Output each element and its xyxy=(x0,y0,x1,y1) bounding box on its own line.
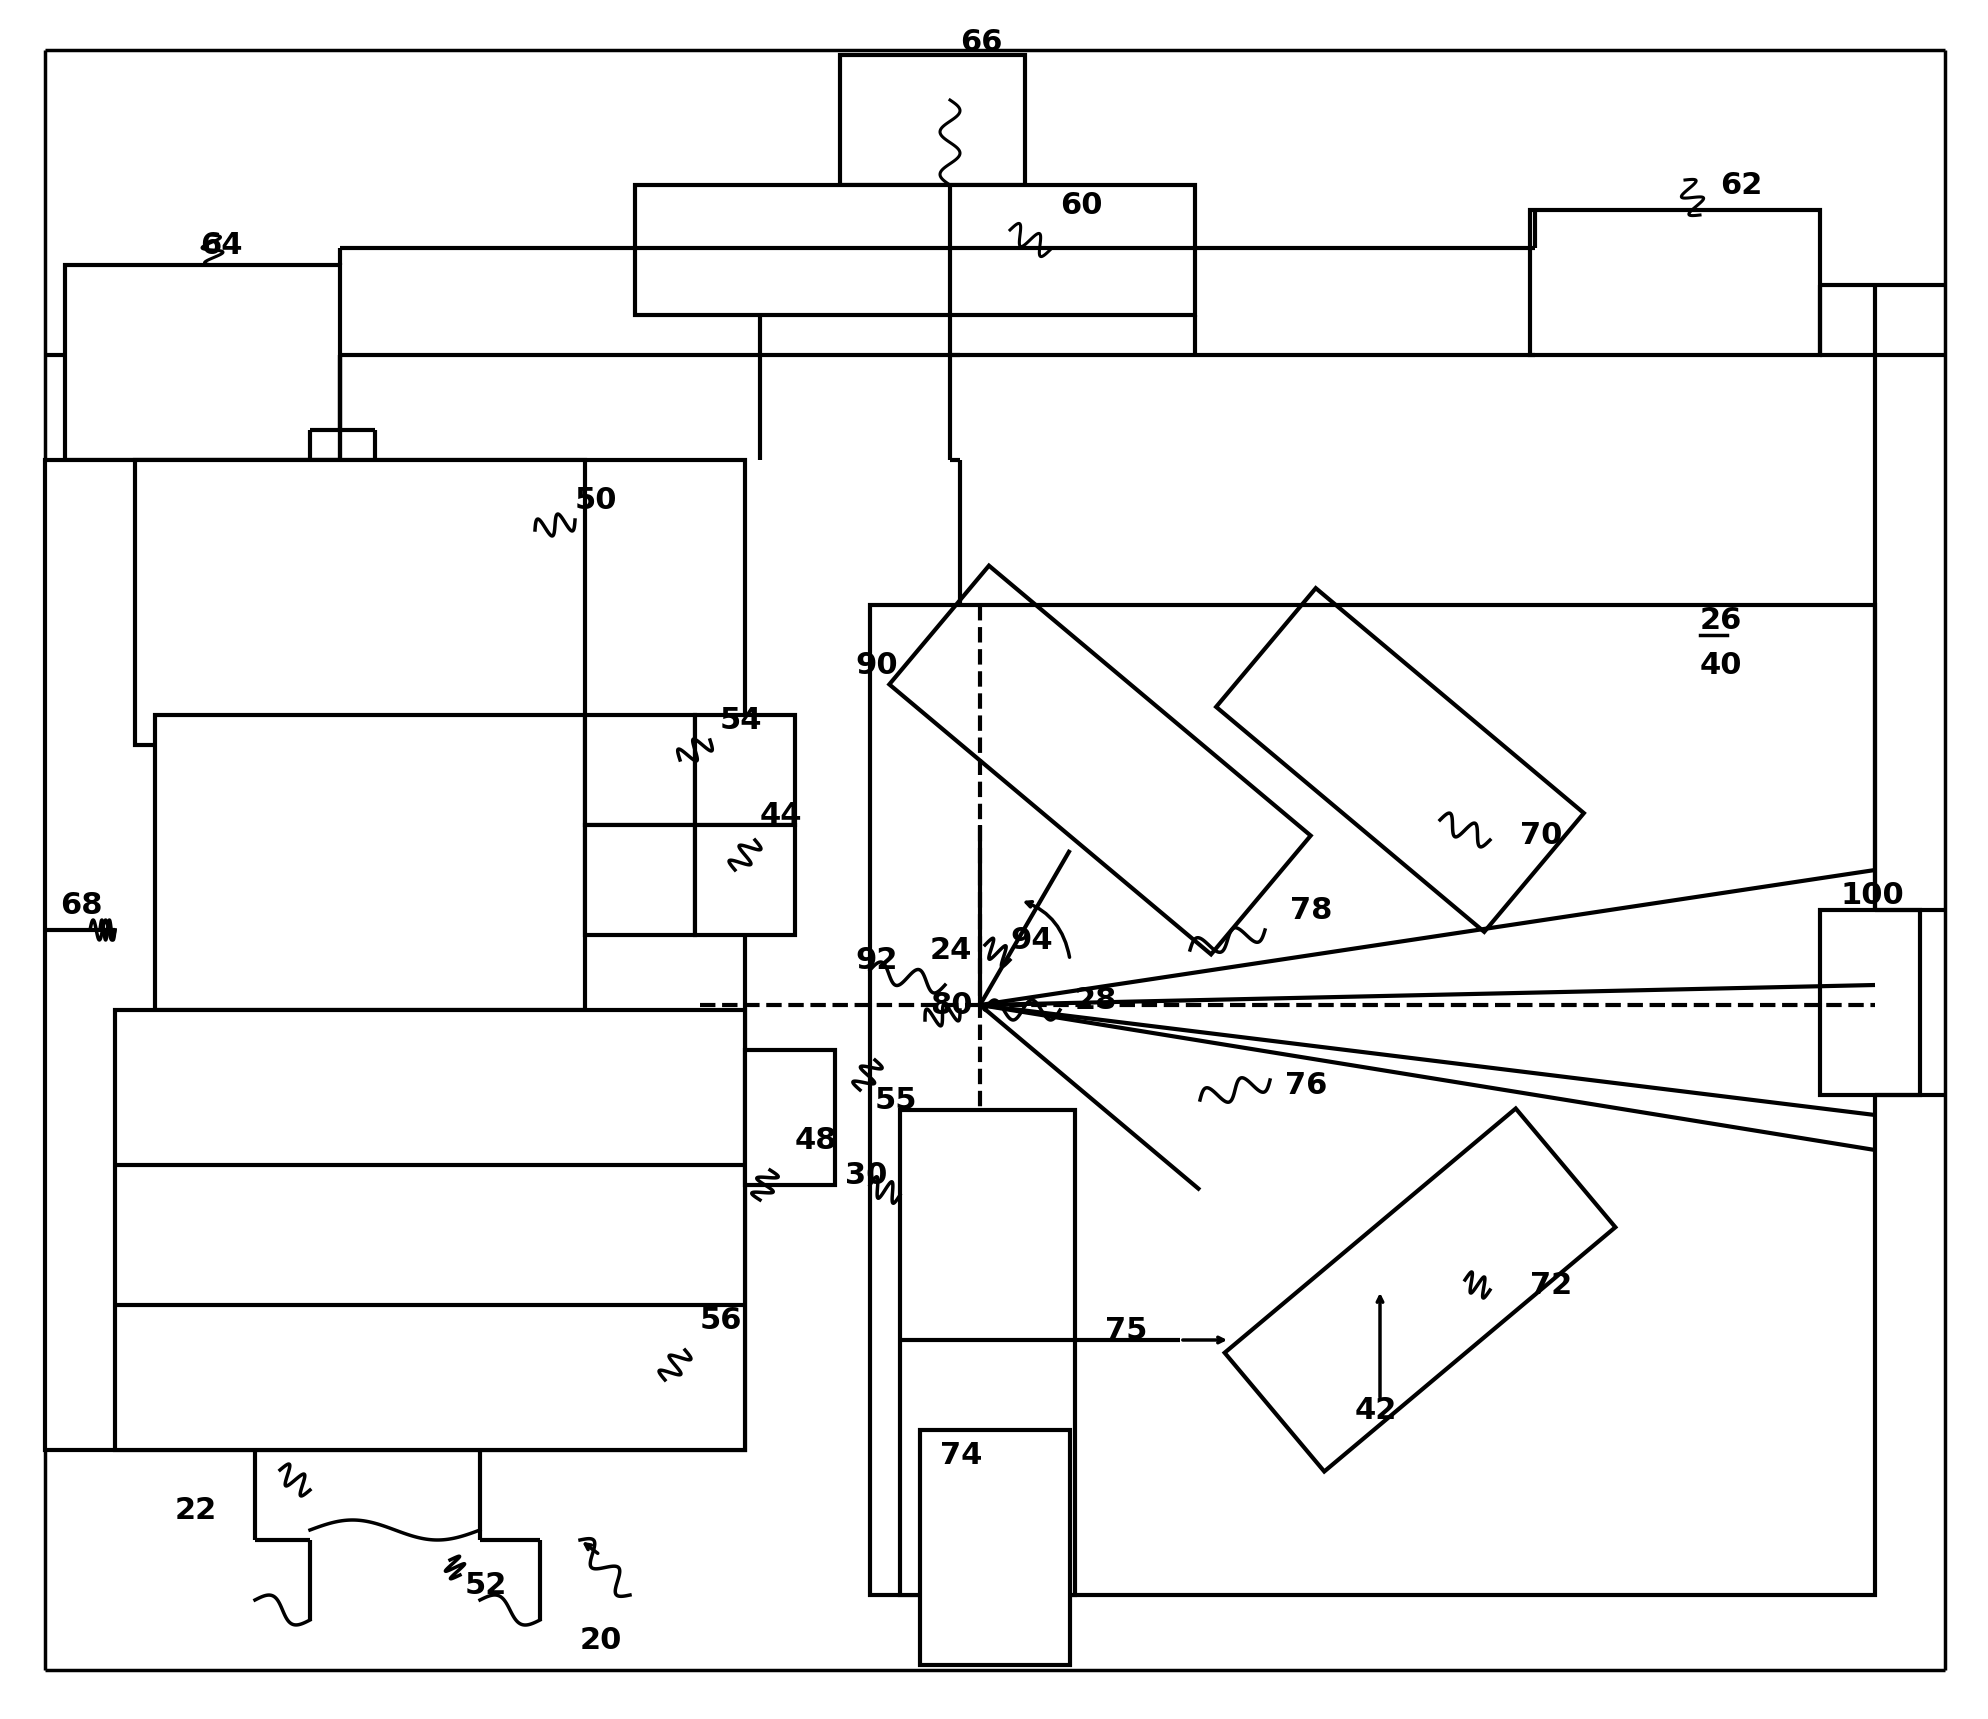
Text: 76: 76 xyxy=(1284,1071,1328,1100)
Text: 50: 50 xyxy=(575,485,618,514)
Bar xyxy=(584,715,696,825)
Text: 70: 70 xyxy=(1521,820,1563,849)
Text: 62: 62 xyxy=(1720,170,1763,199)
Text: 72: 72 xyxy=(1531,1270,1573,1300)
Bar xyxy=(841,55,1026,186)
Text: 54: 54 xyxy=(720,705,763,734)
Text: 55: 55 xyxy=(875,1085,918,1114)
Text: 92: 92 xyxy=(855,945,897,975)
Text: 74: 74 xyxy=(940,1441,982,1470)
Text: 40: 40 xyxy=(1700,650,1743,679)
Bar xyxy=(46,461,746,1451)
Text: 75: 75 xyxy=(1105,1315,1147,1344)
Bar xyxy=(135,461,584,744)
Bar xyxy=(584,825,696,935)
Text: 20: 20 xyxy=(580,1626,622,1654)
Text: 48: 48 xyxy=(795,1126,837,1155)
Bar xyxy=(66,265,340,461)
Bar xyxy=(155,715,584,1011)
Text: 66: 66 xyxy=(960,28,1002,57)
Text: 44: 44 xyxy=(759,801,803,830)
Text: 94: 94 xyxy=(1010,925,1052,954)
Bar xyxy=(1819,909,1920,1095)
Text: 80: 80 xyxy=(930,990,972,1019)
Text: 100: 100 xyxy=(1841,880,1905,909)
Text: 56: 56 xyxy=(700,1305,742,1334)
Text: 26: 26 xyxy=(1700,605,1741,634)
Text: 64: 64 xyxy=(201,230,243,260)
Bar xyxy=(696,825,795,935)
Text: 68: 68 xyxy=(60,890,103,920)
Bar xyxy=(875,681,1050,825)
Bar xyxy=(634,186,1195,315)
Bar xyxy=(746,1050,835,1184)
Bar xyxy=(920,1430,1070,1666)
Bar xyxy=(115,1011,746,1451)
Bar xyxy=(901,1110,1076,1595)
Text: 30: 30 xyxy=(845,1160,887,1190)
Text: 78: 78 xyxy=(1290,896,1332,925)
Bar xyxy=(696,715,795,825)
Text: 22: 22 xyxy=(175,1496,217,1525)
Text: 90: 90 xyxy=(855,650,899,679)
Text: 24: 24 xyxy=(930,935,972,964)
Text: 60: 60 xyxy=(1060,191,1103,220)
Bar xyxy=(1531,210,1819,356)
Bar xyxy=(871,605,1875,1595)
Text: 28: 28 xyxy=(1076,985,1117,1014)
Text: 42: 42 xyxy=(1356,1396,1398,1425)
Text: 52: 52 xyxy=(465,1571,507,1599)
